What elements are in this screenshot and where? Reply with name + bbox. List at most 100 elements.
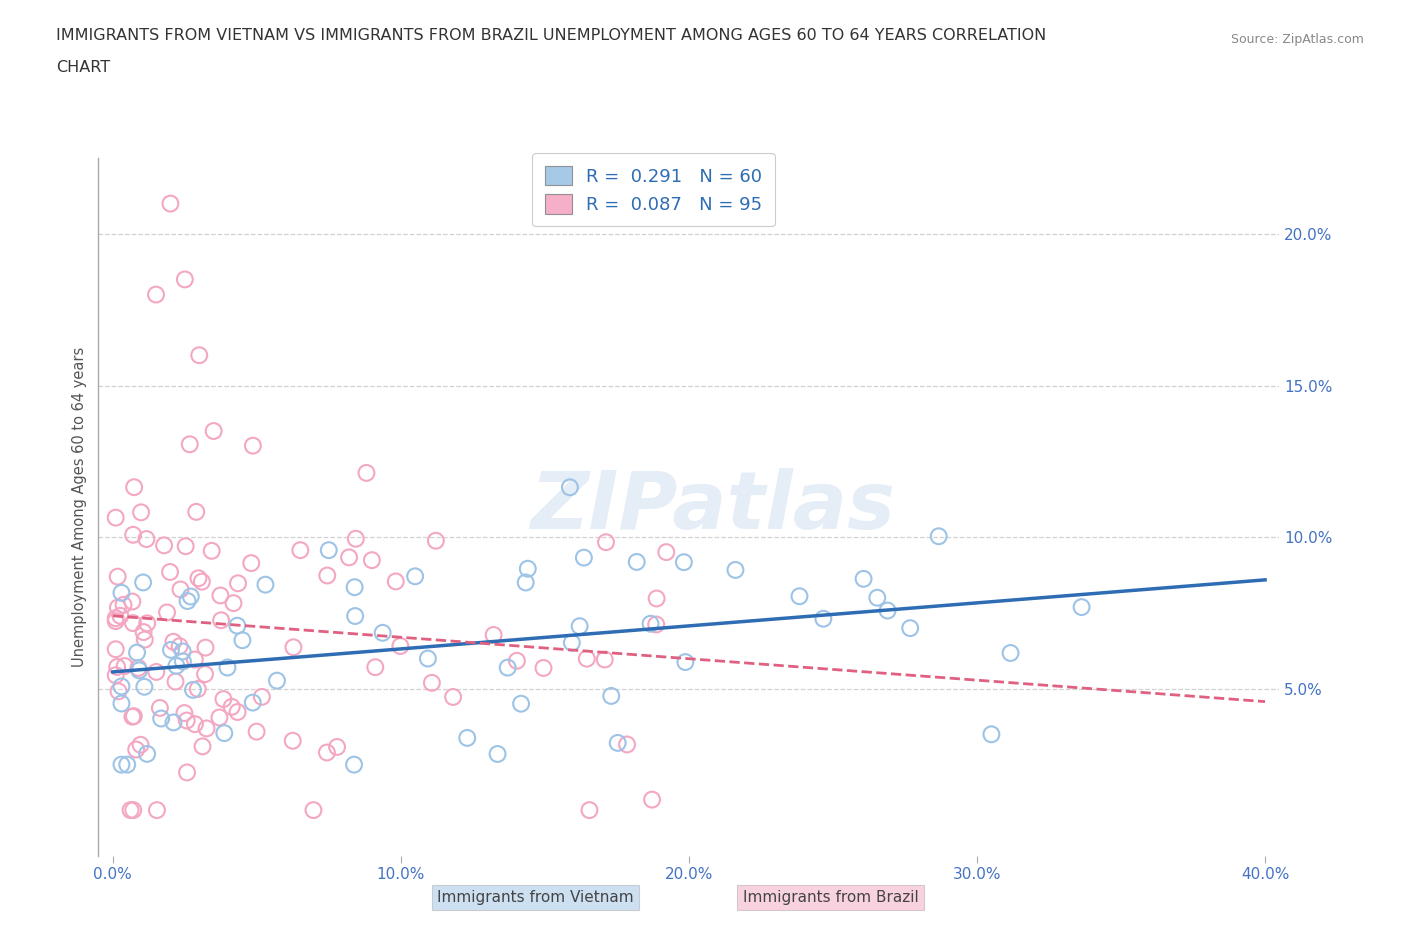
Point — [600, 688, 623, 703]
Point — [122, 480, 145, 495]
Point — [928, 529, 950, 544]
Point — [187, 571, 209, 586]
Point — [145, 665, 167, 680]
Point — [173, 706, 195, 721]
Point — [212, 692, 235, 707]
Y-axis label: Unemployment Among Ages 60 to 64 years: Unemployment Among Ages 60 to 64 years — [72, 347, 87, 667]
Point — [162, 715, 184, 730]
Point — [640, 617, 662, 631]
Point — [146, 803, 169, 817]
Point — [110, 608, 132, 623]
Point — [813, 611, 835, 626]
Point — [172, 654, 194, 669]
Point — [176, 713, 198, 728]
Point — [283, 640, 305, 655]
Point — [121, 594, 143, 609]
Point — [316, 745, 339, 760]
Point — [105, 659, 128, 674]
Point — [364, 659, 387, 674]
Point — [316, 568, 339, 583]
Point — [226, 705, 249, 720]
Point — [104, 668, 127, 683]
Point — [578, 803, 600, 817]
Point — [575, 651, 598, 666]
Text: ZIPatlas: ZIPatlas — [530, 468, 896, 546]
Point — [898, 620, 921, 635]
Point — [104, 614, 127, 629]
Point — [595, 535, 617, 550]
Point — [456, 730, 478, 745]
Point — [389, 639, 412, 654]
Point — [222, 596, 245, 611]
Point — [866, 591, 889, 605]
Point — [344, 608, 367, 623]
Point — [159, 565, 181, 579]
Point — [254, 578, 277, 592]
Point — [852, 571, 875, 586]
Point — [184, 717, 207, 732]
Point — [135, 532, 157, 547]
Point — [169, 582, 191, 597]
Point — [127, 660, 149, 675]
Point — [120, 803, 142, 817]
Point — [226, 576, 249, 591]
Point — [136, 747, 159, 762]
Point — [561, 635, 583, 650]
Text: Source: ZipAtlas.com: Source: ZipAtlas.com — [1230, 33, 1364, 46]
Point — [533, 660, 555, 675]
Point — [486, 747, 509, 762]
Point — [173, 272, 195, 286]
Point — [240, 555, 263, 570]
Point — [114, 658, 136, 673]
Point — [176, 593, 198, 608]
Point — [149, 700, 172, 715]
Point — [290, 543, 312, 558]
Point — [645, 591, 668, 606]
Point — [176, 765, 198, 780]
Point — [980, 727, 1002, 742]
Point — [209, 588, 232, 603]
Point — [572, 551, 595, 565]
Point — [145, 287, 167, 302]
Point — [789, 589, 811, 604]
Point — [360, 552, 382, 567]
Point — [1070, 600, 1092, 615]
Point — [420, 675, 443, 690]
Point — [441, 689, 464, 704]
Point — [104, 511, 127, 525]
Point — [125, 645, 148, 660]
Text: Immigrants from Vietnam: Immigrants from Vietnam — [437, 890, 634, 905]
Point — [104, 642, 127, 657]
Point — [281, 734, 304, 749]
Text: Immigrants from Brazil: Immigrants from Brazil — [742, 890, 918, 905]
Point — [122, 527, 145, 542]
Point — [115, 757, 138, 772]
Point — [134, 679, 156, 694]
Point — [181, 683, 204, 698]
Point — [172, 644, 194, 658]
Point — [201, 543, 224, 558]
Point — [343, 579, 366, 594]
Point — [724, 563, 747, 578]
Point — [191, 574, 214, 589]
Point — [165, 674, 187, 689]
Point — [217, 660, 239, 675]
Point — [344, 531, 367, 546]
Point — [169, 639, 191, 654]
Point — [121, 710, 143, 724]
Point — [191, 739, 214, 754]
Point — [371, 625, 394, 640]
Point — [214, 725, 236, 740]
Point — [122, 803, 145, 817]
Point — [250, 689, 273, 704]
Point — [516, 562, 538, 577]
Point — [673, 655, 696, 670]
Point — [194, 667, 217, 682]
Point — [231, 632, 253, 647]
Point — [188, 348, 211, 363]
Point — [645, 617, 668, 631]
Point — [184, 652, 207, 667]
Point — [226, 618, 249, 633]
Point — [150, 711, 173, 726]
Point — [132, 625, 155, 640]
